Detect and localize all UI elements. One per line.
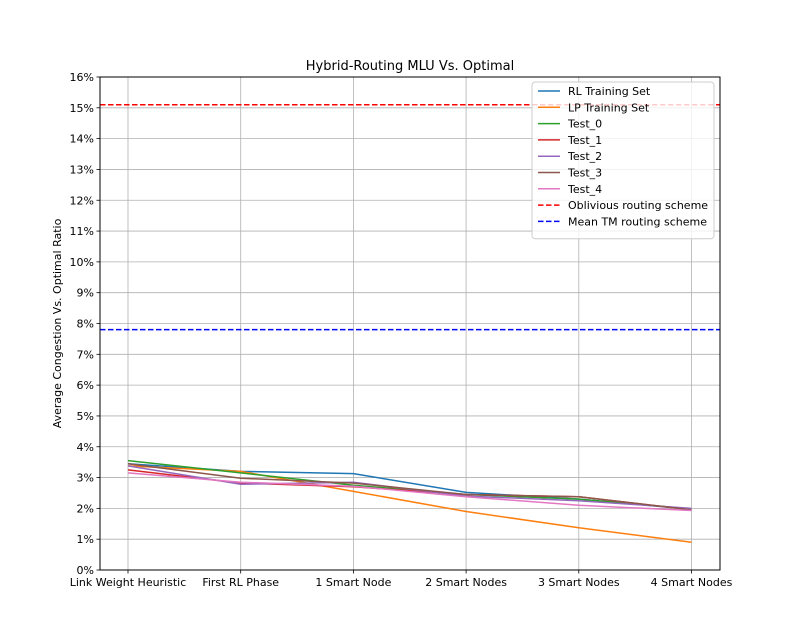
y-tick-label: 7% [77, 348, 94, 361]
x-tick-label: 2 Smart Nodes [425, 576, 507, 589]
y-tick-label: 4% [77, 441, 94, 454]
y-tick-label: 2% [77, 502, 94, 515]
y-tick-label: 3% [77, 472, 94, 485]
y-tick-label: 6% [77, 379, 94, 392]
y-tick-label: 16% [70, 71, 94, 84]
chart-title: Hybrid-Routing MLU Vs. Optimal [306, 59, 514, 74]
legend-label-lp-training-set: LP Training Set [568, 101, 650, 114]
x-tick-label: 4 Smart Nodes [651, 576, 733, 589]
y-tick-label: 13% [70, 163, 94, 176]
y-tick-label: 10% [70, 256, 94, 269]
series-lines [127, 459, 692, 544]
y-tick-label: 8% [77, 318, 94, 331]
y-axis: 0% 1% 2% 3% 4% 5% 6% 7% 8% 9% 10% 11% 12% 13% 14% 15% 16… [70, 71, 100, 577]
legend-label-mean-tm-routing-scheme: Mean TM routing scheme [568, 215, 707, 228]
y-tick-label: 1% [77, 533, 94, 546]
legend-label-rl-training-set: RL Training Set [568, 85, 651, 98]
legend-label-test-0: Test_0 [567, 118, 602, 131]
y-tick-label: 14% [70, 133, 94, 146]
legend-label-oblivious-routing-scheme: Oblivious routing scheme [568, 199, 708, 212]
y-tick-label: 9% [77, 287, 94, 300]
y-tick-label: 11% [70, 225, 94, 238]
series-line-test-3 [127, 462, 692, 511]
legend-label-test-2: Test_2 [567, 150, 602, 163]
legend-label-test-3: Test_3 [567, 167, 602, 180]
y-tick-label: 0% [77, 564, 94, 577]
x-axis: Link Weight Heuristic First RL Phase 1 Sma… [70, 570, 733, 589]
legend-frame [531, 81, 715, 240]
legend-label-test-4: Test_4 [567, 183, 602, 196]
x-tick-label: Link Weight Heuristic [70, 576, 187, 589]
x-tick-label: 3 Smart Nodes [538, 576, 620, 589]
legend: RL Training Set LP Training Set Test_0 Test… [531, 81, 715, 240]
y-tick-label: 15% [70, 102, 94, 115]
y-tick-label: 12% [70, 194, 94, 207]
grid [100, 76, 720, 571]
x-tick-label: 1 Smart Node [315, 576, 391, 589]
legend-label-test-1: Test_1 [567, 134, 602, 147]
series-line-test-4 [127, 472, 692, 512]
y-tick-label: 5% [77, 410, 94, 423]
x-tick-label: First RL Phase [202, 576, 279, 589]
y-axis-title: Average Congestion Vs. Optimal Ratio [51, 218, 64, 428]
